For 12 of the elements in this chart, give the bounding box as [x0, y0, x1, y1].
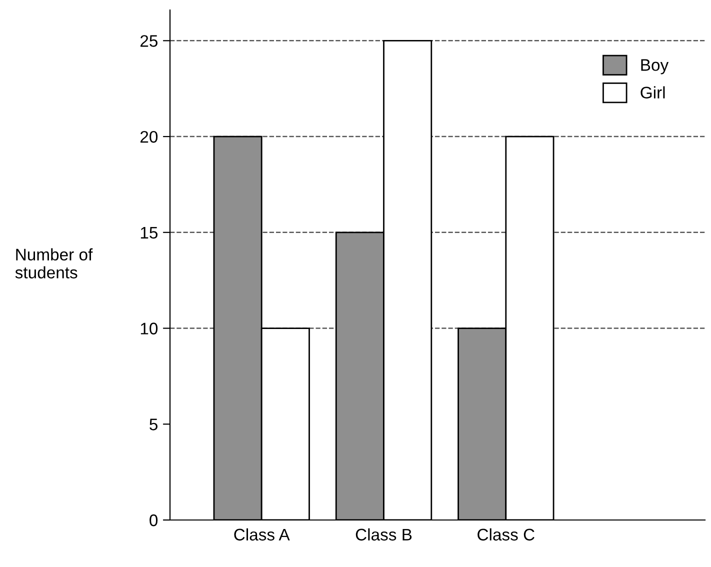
y-tick-label: 10: [140, 322, 158, 334]
y-tick-label: 0: [150, 514, 158, 526]
y-tick-label: 20: [140, 130, 158, 143]
legend-label: Girl: [640, 86, 665, 99]
y-tick-label: 25: [140, 35, 158, 47]
y-tick-label: 5: [150, 418, 158, 430]
legend-label: Boy: [641, 59, 669, 74]
x-tick-label: Class B: [356, 528, 412, 541]
y-axis-title: Number of students: [15, 248, 93, 278]
x-tick-label: Class A: [234, 528, 290, 541]
x-tick-label: Class C: [478, 528, 534, 541]
y-tick-label: 15: [140, 226, 158, 239]
